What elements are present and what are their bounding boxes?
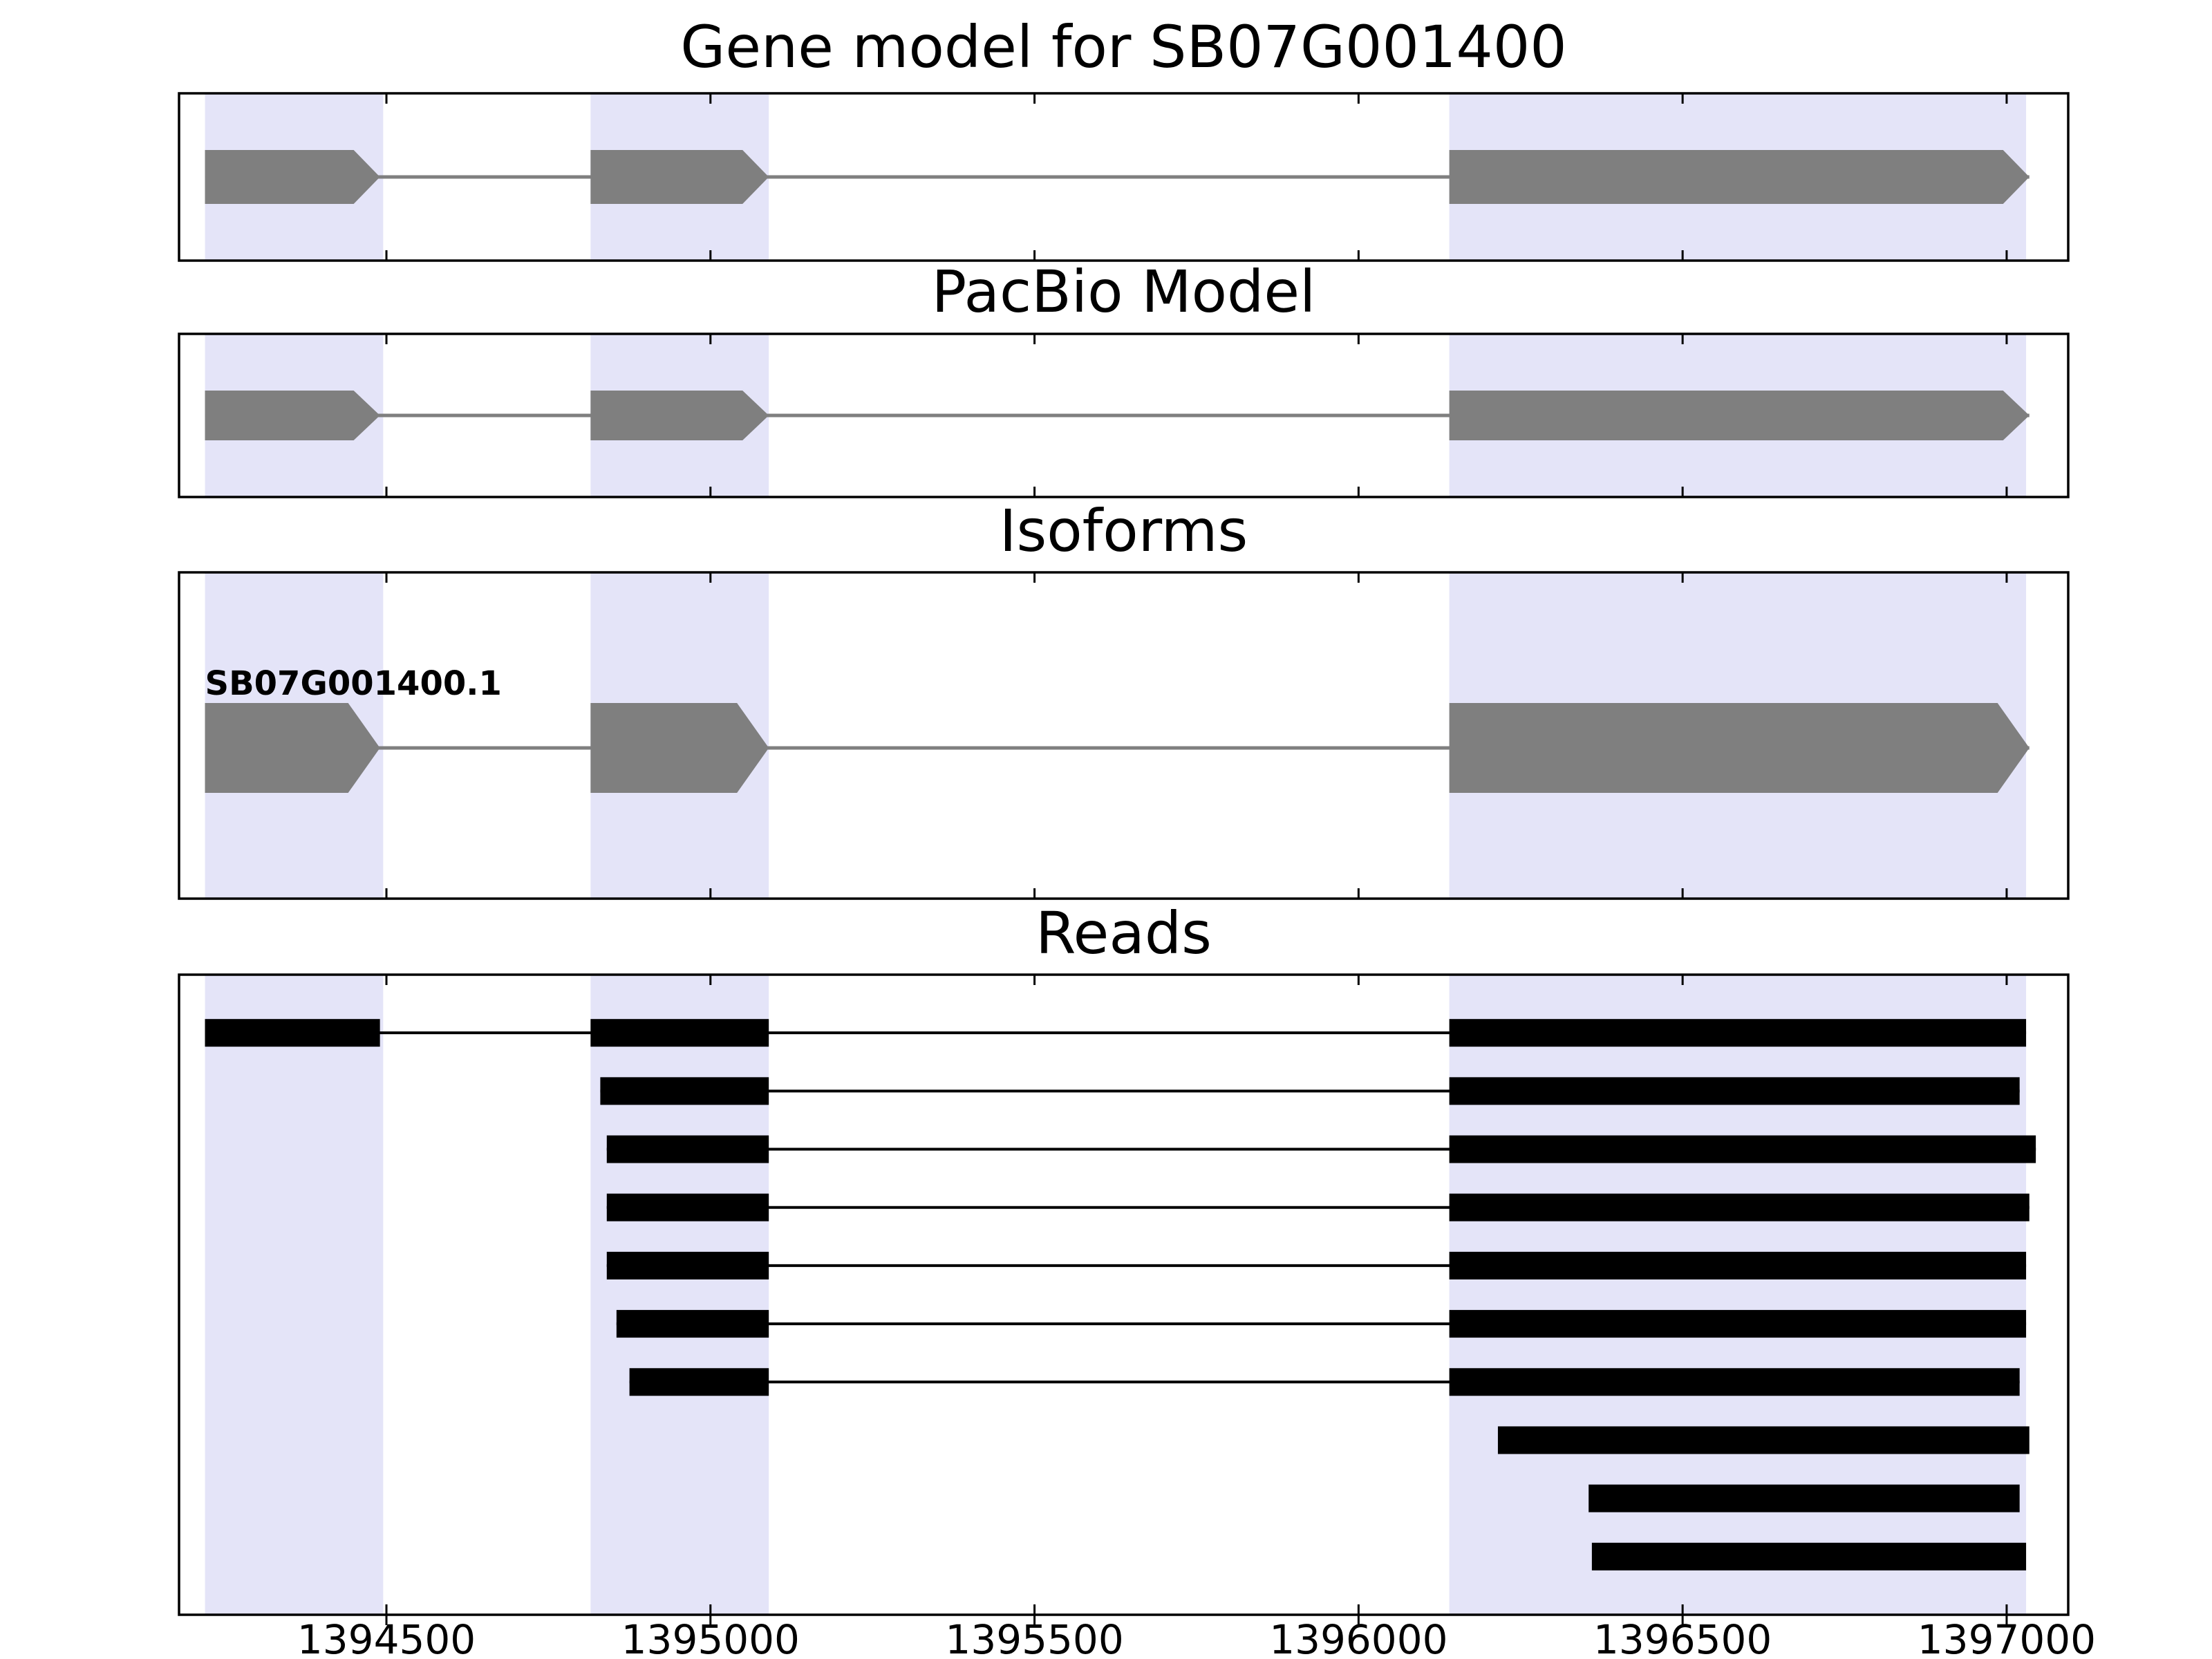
x-tick-label: 1395000: [621, 1616, 800, 1659]
highlight-region: [205, 975, 384, 1615]
read-block: [1449, 1077, 2020, 1105]
read-block: [1449, 1135, 2036, 1163]
exon: [590, 391, 769, 440]
panel-border: [178, 973, 2070, 1616]
x-tick-label: 1395500: [945, 1616, 1123, 1659]
exon: [590, 150, 769, 204]
x-tick-label: 1396000: [1269, 1616, 1447, 1659]
isoform-label: SB07G001400.1: [205, 664, 502, 703]
read-block: [1449, 1251, 2027, 1280]
exon: [205, 150, 380, 204]
panel-title-gene-model: Gene model for SB07G001400: [680, 13, 1567, 81]
panel-title-reads: Reads: [1035, 899, 1212, 967]
panel-title-isoforms: Isoforms: [999, 497, 1248, 565]
read-block: [1449, 1193, 2030, 1221]
read-block: [616, 1310, 769, 1338]
read-block: [1497, 1426, 2030, 1454]
exon: [205, 703, 380, 793]
read-block: [590, 1019, 769, 1047]
exon: [1449, 150, 2030, 204]
read-block: [600, 1077, 769, 1105]
panel-isoforms: SB07G001400.1: [178, 571, 2070, 900]
panel-pacbio-model: [178, 332, 2070, 498]
panel-border: [178, 571, 2070, 900]
panel-reads: [178, 973, 2070, 1625]
panel-gene-model: [178, 92, 2070, 262]
read-block: [1591, 1542, 2027, 1571]
read-block: [606, 1251, 769, 1280]
x-tick-label: 1394500: [297, 1616, 476, 1659]
read-block: [606, 1193, 769, 1221]
panel-border: [178, 92, 2070, 262]
exon: [1449, 391, 2030, 440]
read-block: [1449, 1019, 2027, 1047]
highlight-region: [590, 975, 769, 1615]
read-block: [205, 1019, 380, 1047]
exon: [1449, 703, 2030, 793]
panel-title-pacbio-model: PacBio Model: [931, 258, 1316, 326]
read-block: [1449, 1368, 2020, 1396]
exon: [590, 703, 769, 793]
highlight-region: [1449, 975, 2027, 1615]
panel-border: [178, 332, 2070, 498]
read-block: [1588, 1484, 2020, 1512]
exon: [205, 391, 380, 440]
x-tick-label: 1396500: [1593, 1616, 1772, 1659]
read-block: [629, 1368, 769, 1396]
x-tick-label: 1397000: [1918, 1616, 2096, 1659]
read-block: [606, 1135, 769, 1163]
read-block: [1449, 1310, 2027, 1338]
